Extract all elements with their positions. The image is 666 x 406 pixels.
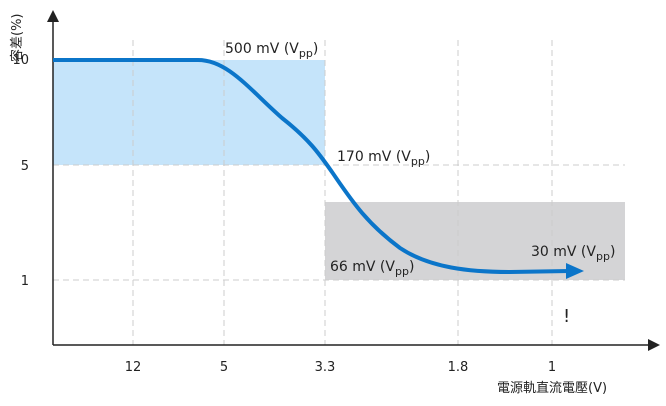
x-tick-3.3: 3.3 [315, 360, 336, 375]
y-axis-label: 容差(%) [9, 14, 25, 63]
x-tick-1.8: 1.8 [448, 360, 469, 375]
annotation-170mv-main: 170 mV (V [337, 149, 411, 165]
tolerance-curve [53, 58, 571, 275]
annotation-500mv-main: 500 mV (V [225, 41, 299, 57]
blue-tolerance-band [53, 60, 325, 165]
x-tick-5: 5 [220, 360, 228, 375]
annotation-30mv-main: 30 mV (V [531, 244, 596, 260]
annotation-170mv: 170 mV (Vpp) [337, 149, 430, 168]
x-axis-label: 電源軌直流電壓(V) [497, 380, 607, 396]
y-axis-arrow [47, 10, 59, 22]
annotation-66mv-main: 66 mV (V [330, 259, 395, 275]
annotation-30mv: 30 mV (Vpp) [531, 244, 615, 263]
grid [53, 40, 625, 345]
annotation-66mv-sub: pp [395, 265, 409, 278]
axes [52, 18, 652, 346]
annotation-66mv-end: ) [409, 259, 414, 275]
x-axis-arrow [648, 339, 660, 351]
annotation-500mv-sub: pp [299, 47, 313, 60]
exclamation-note: ! [563, 306, 570, 327]
annotation-30mv-end: ) [610, 244, 615, 260]
y-tick-10: 10 [12, 53, 29, 68]
y-tick-5: 5 [21, 159, 29, 174]
y-tick-1: 1 [21, 274, 29, 289]
x-tick-12: 12 [125, 360, 142, 375]
annotation-170mv-sub: pp [411, 155, 425, 168]
curve-arrowhead [566, 263, 584, 279]
annotation-30mv-sub: pp [596, 250, 610, 263]
x-tick-1: 1 [548, 360, 556, 375]
annotation-66mv: 66 mV (Vpp) [330, 259, 414, 278]
annotation-170mv-end: ) [425, 149, 430, 165]
annotation-500mv: 500 mV (Vpp) [225, 41, 318, 60]
annotation-500mv-end: ) [313, 41, 318, 57]
